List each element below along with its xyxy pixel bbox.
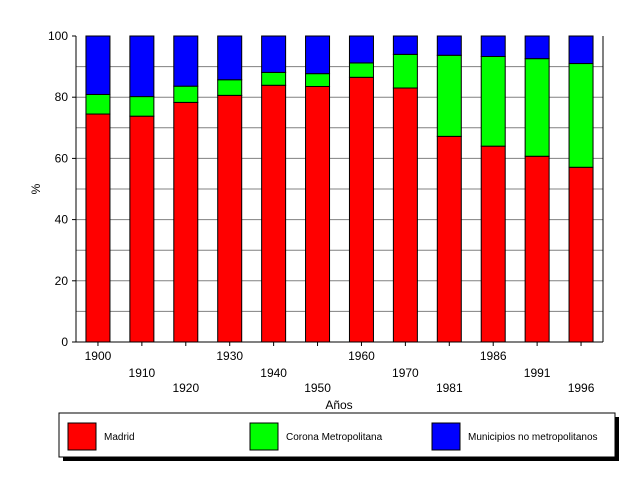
bar-1900-series-2	[85, 93, 111, 115]
legend-label: Madrid	[104, 432, 135, 443]
x-tick-label: 1950	[304, 381, 331, 395]
x-tick-label: 1960	[348, 349, 375, 363]
bar-1960-series-1	[348, 76, 374, 343]
bar-1991-series-2	[524, 58, 550, 157]
bar-1970-series-2	[392, 53, 418, 89]
bar-1981-series-2	[436, 54, 462, 137]
legend: Madrid Corona Metropolitana Municipios no …	[58, 412, 619, 461]
bar-1986-series-2	[480, 56, 506, 147]
x-tick-label: 1981	[436, 381, 463, 395]
bar-1950-series-1	[305, 85, 331, 343]
x-tick-label: 1920	[172, 381, 199, 395]
legend-swatch	[431, 422, 461, 451]
y-tick-label: 0	[61, 335, 68, 349]
y-tick-label: 40	[55, 213, 69, 227]
bar-1930-series-1	[217, 94, 243, 343]
y-tick-label: 20	[55, 274, 69, 288]
legend-box	[58, 412, 616, 458]
bar-1996-series-2	[568, 63, 594, 168]
legend-swatch	[67, 422, 97, 451]
legend-swatch	[249, 422, 279, 451]
bar-1986-series-3	[480, 35, 506, 58]
bar-1950-series-3	[305, 35, 331, 75]
bar-1981-series-1	[436, 135, 462, 343]
bar-1986-series-1	[480, 145, 506, 343]
x-tick-label: 1986	[480, 349, 507, 363]
y-axis-ticks: 0 20 40 60 80 100	[48, 29, 76, 349]
bar-1930-series-2	[217, 79, 243, 96]
bar-1910-series-2	[129, 96, 155, 117]
y-tick-label: 100	[48, 29, 68, 43]
x-tick-label: 1991	[524, 366, 551, 380]
plot-frame	[75, 36, 604, 343]
bar-1940-series-2	[261, 71, 287, 86]
bar-1920-series-1	[173, 101, 199, 343]
legend-label: Municipios no metropolitanos	[468, 432, 598, 443]
bar-1960-series-2	[348, 62, 374, 78]
bar-1970-series-1	[392, 87, 418, 343]
bar-1940-series-1	[261, 84, 287, 343]
bar-1900-series-1	[85, 113, 111, 343]
bars	[85, 35, 594, 343]
y-tick-label: 80	[55, 90, 69, 104]
bar-1991-series-1	[524, 155, 550, 343]
bar-1981-series-3	[436, 35, 462, 56]
bar-1920-series-2	[173, 85, 199, 103]
bar-1960-series-3	[348, 35, 374, 64]
bar-1970-series-3	[392, 35, 418, 55]
bar-1920-series-3	[173, 35, 199, 87]
x-tick-label: 1930	[216, 349, 243, 363]
x-tick-label: 1940	[260, 366, 287, 380]
bar-1910-series-3	[129, 35, 155, 98]
x-axis-label: Años	[325, 398, 352, 412]
y-axis-label: %	[29, 183, 43, 194]
legend-label: Corona Metropolitana	[286, 432, 383, 443]
x-tick-label: 1900	[85, 349, 112, 363]
bar-1910-series-1	[129, 115, 155, 343]
x-tick-label: 1996	[568, 381, 595, 395]
bar-1950-series-2	[305, 73, 331, 87]
bar-1996-series-3	[568, 35, 594, 65]
bar-1996-series-1	[568, 166, 594, 343]
bar-1930-series-3	[217, 35, 243, 81]
bar-1940-series-3	[261, 35, 287, 73]
x-tick-label: 1970	[392, 366, 419, 380]
x-tick-label: 1910	[129, 366, 156, 380]
x-axis-ticks: 1900 1910 1920 1930 1940 1950 1960 1970 1981 1986…	[85, 342, 595, 395]
bar-1991-series-3	[524, 35, 550, 60]
bar-1900-series-3	[85, 35, 111, 95]
gridlines	[76, 66, 603, 312]
y-tick-label: 60	[55, 151, 69, 165]
